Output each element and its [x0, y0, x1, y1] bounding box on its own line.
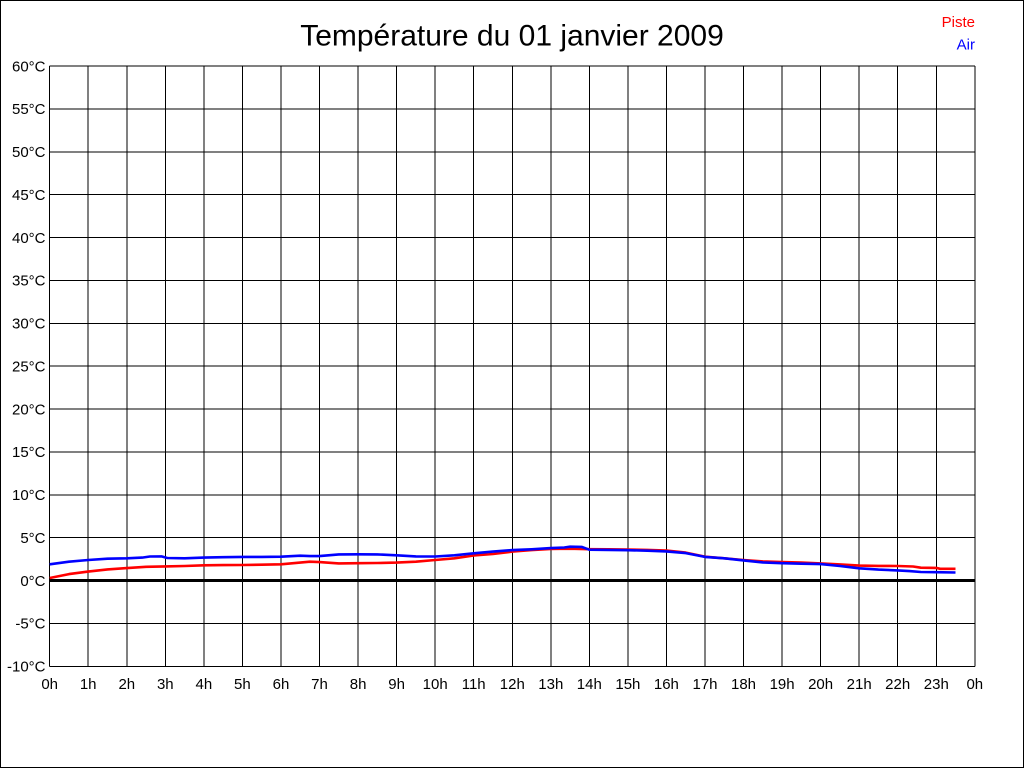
svg-text:-5°C: -5°C: [15, 616, 45, 633]
svg-text:60°C: 60°C: [12, 58, 46, 75]
svg-text:22h: 22h: [885, 676, 910, 693]
svg-text:5°C: 5°C: [20, 530, 45, 547]
svg-text:10°C: 10°C: [12, 487, 46, 504]
svg-text:20°C: 20°C: [12, 401, 46, 418]
svg-text:45°C: 45°C: [12, 187, 46, 204]
svg-text:15h: 15h: [615, 676, 640, 693]
svg-text:15°C: 15°C: [12, 444, 46, 461]
svg-text:5h: 5h: [234, 676, 251, 693]
svg-text:8h: 8h: [350, 676, 367, 693]
svg-text:14h: 14h: [577, 676, 602, 693]
svg-text:4h: 4h: [196, 676, 213, 693]
svg-text:0°C: 0°C: [20, 573, 45, 590]
svg-text:Température du 01 janvier 2009: Température du 01 janvier 2009: [300, 20, 724, 53]
svg-text:Piste: Piste: [942, 14, 975, 31]
svg-text:21h: 21h: [847, 676, 872, 693]
svg-text:1h: 1h: [80, 676, 97, 693]
svg-text:30°C: 30°C: [12, 316, 46, 333]
svg-text:17h: 17h: [692, 676, 717, 693]
svg-text:25°C: 25°C: [12, 358, 46, 375]
svg-text:0h: 0h: [41, 676, 58, 693]
svg-text:55°C: 55°C: [12, 101, 46, 118]
svg-text:18h: 18h: [731, 676, 756, 693]
svg-text:13h: 13h: [538, 676, 563, 693]
svg-text:40°C: 40°C: [12, 230, 46, 247]
svg-text:3h: 3h: [157, 676, 174, 693]
svg-text:11h: 11h: [462, 676, 486, 693]
svg-text:2h: 2h: [118, 676, 135, 693]
svg-text:7h: 7h: [311, 676, 328, 693]
svg-text:16h: 16h: [654, 676, 679, 693]
svg-text:6h: 6h: [273, 676, 290, 693]
svg-text:23h: 23h: [924, 676, 949, 693]
svg-text:50°C: 50°C: [12, 144, 46, 161]
svg-text:20h: 20h: [808, 676, 833, 693]
svg-text:Air: Air: [957, 37, 975, 54]
svg-text:10h: 10h: [423, 676, 448, 693]
svg-text:0h: 0h: [966, 676, 983, 693]
svg-text:-10°C: -10°C: [7, 659, 46, 676]
svg-text:12h: 12h: [500, 676, 525, 693]
svg-text:9h: 9h: [388, 676, 405, 693]
svg-text:19h: 19h: [770, 676, 795, 693]
svg-text:35°C: 35°C: [12, 273, 46, 290]
